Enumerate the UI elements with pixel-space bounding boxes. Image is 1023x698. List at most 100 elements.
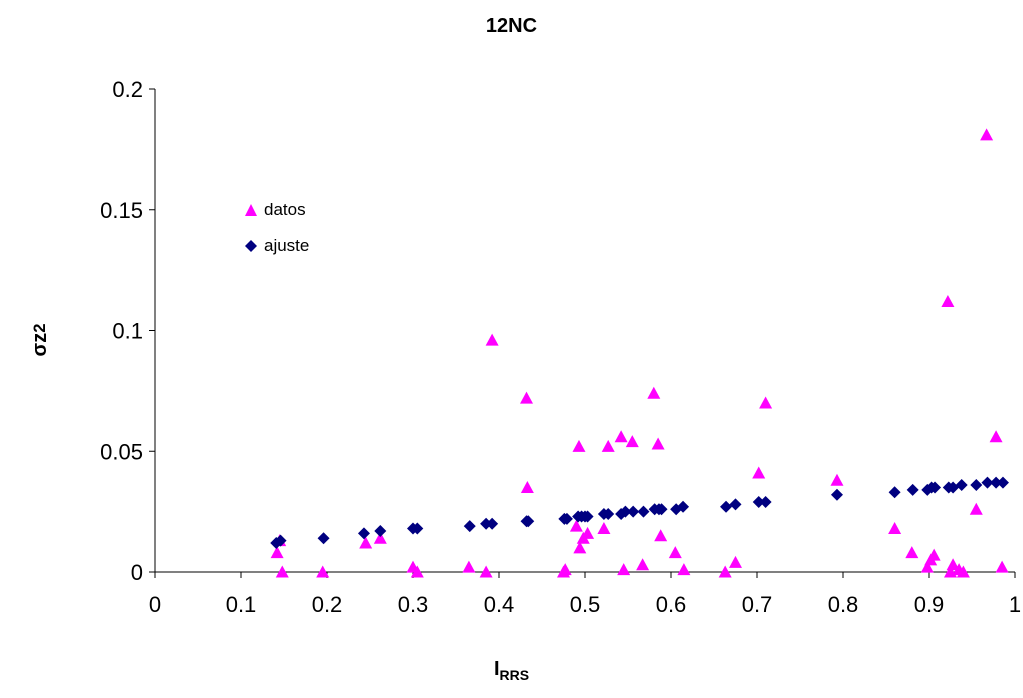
data-point-ajuste — [522, 515, 535, 528]
data-point-ajuste — [996, 476, 1009, 489]
y-tick-label: 0 — [131, 560, 143, 585]
data-point-datos — [520, 480, 534, 493]
data-point-datos — [729, 555, 742, 568]
data-point-ajuste — [317, 532, 330, 545]
chart-title: 12NC — [485, 15, 538, 37]
x-tick-label: 0.7 — [742, 592, 773, 617]
data-point-datos — [462, 560, 476, 573]
y-axis-label: σz 2 — [28, 323, 51, 357]
data-point-ajuste — [560, 512, 573, 525]
x-tick-label: 0.8 — [828, 592, 859, 617]
data-point-datos — [941, 295, 955, 308]
y-tick-label: 0.1 — [112, 319, 143, 344]
x-tick-label: 0 — [149, 592, 161, 617]
data-point-datos — [651, 437, 665, 450]
data-point-datos — [980, 128, 994, 141]
data-points — [270, 128, 1009, 578]
data-point-ajuste — [981, 476, 994, 489]
data-point-datos — [905, 546, 919, 559]
data-point-ajuste — [357, 527, 370, 540]
data-point-datos — [830, 473, 844, 486]
legend-label-datos: datos — [264, 200, 306, 219]
data-point-datos — [316, 565, 330, 578]
data-point-ajuste — [729, 498, 742, 511]
data-point-datos — [573, 541, 587, 554]
data-point-datos — [625, 435, 639, 448]
data-point-ajuste — [411, 522, 424, 535]
legend-item-ajuste: ajuste — [244, 228, 309, 264]
data-point-ajuste — [637, 505, 650, 518]
data-point-ajuste — [990, 476, 1003, 489]
diamond-marker-icon — [245, 240, 257, 252]
x-axis-label: IRRS — [493, 658, 530, 683]
data-point-datos — [920, 560, 934, 573]
y-tick-label: 0.2 — [112, 77, 143, 102]
data-point-datos — [614, 430, 628, 443]
data-point-datos — [759, 396, 773, 409]
data-point-datos — [520, 391, 534, 404]
data-point-datos — [617, 563, 631, 576]
data-point-ajuste — [929, 481, 942, 494]
data-point-ajuste — [655, 503, 668, 516]
data-point-datos — [569, 519, 583, 532]
data-point-ajuste — [627, 505, 640, 518]
data-point-datos — [677, 563, 691, 576]
data-point-datos — [668, 546, 682, 559]
data-point-datos — [479, 565, 493, 578]
data-point-datos — [410, 565, 424, 578]
data-point-ajuste — [274, 534, 287, 547]
data-point-ajuste — [830, 488, 843, 501]
data-point-datos — [969, 502, 983, 515]
data-point-datos — [995, 560, 1009, 573]
data-point-ajuste — [602, 508, 615, 521]
data-point-ajuste — [888, 486, 901, 499]
data-point-datos — [956, 565, 970, 578]
data-point-datos — [275, 565, 289, 578]
data-point-ajuste — [906, 483, 919, 496]
data-point-ajuste — [947, 481, 960, 494]
x-tick-label: 0.1 — [226, 592, 257, 617]
legend-item-datos: datos — [244, 192, 309, 228]
data-point-datos — [485, 333, 499, 346]
data-point-datos — [597, 522, 611, 535]
x-tick-label: 0.2 — [312, 592, 343, 617]
data-point-ajuste — [374, 524, 387, 537]
x-tick-label: 0.4 — [484, 592, 515, 617]
x-tick-label: 0.3 — [398, 592, 429, 617]
x-tick-label: 0.9 — [914, 592, 945, 617]
y-tick-label: 0.05 — [100, 439, 143, 464]
data-point-ajuste — [970, 479, 983, 492]
data-point-datos — [654, 529, 668, 542]
x-tick-label: 0.6 — [656, 592, 687, 617]
data-point-datos — [373, 531, 387, 544]
data-point-ajuste — [581, 510, 594, 523]
data-point-datos — [581, 526, 595, 539]
data-point-ajuste — [486, 517, 499, 530]
data-point-ajuste — [463, 520, 476, 533]
data-point-datos — [601, 439, 615, 452]
triangle-marker-icon — [245, 204, 257, 216]
data-point-ajuste — [752, 495, 765, 508]
data-point-ajuste — [759, 495, 772, 508]
data-point-ajuste — [955, 479, 968, 492]
data-point-ajuste — [677, 500, 690, 513]
data-point-ajuste — [720, 500, 733, 513]
data-point-datos — [270, 546, 284, 559]
axes — [149, 88, 1016, 578]
data-point-datos — [946, 558, 960, 571]
data-point-datos — [888, 522, 902, 535]
tick-labels: 0 0.05 0.1 0.15 0.2 0 0.1 0.2 0.3 0.4 0.5 0.6 0.7 0.8… — [100, 77, 1021, 617]
x-tick-label: 1 — [1009, 592, 1021, 617]
y-tick-label: 0.15 — [100, 198, 143, 223]
data-point-datos — [359, 536, 373, 549]
legend: datos ajuste — [244, 192, 309, 264]
x-tick-label: 0.5 — [570, 592, 601, 617]
data-point-datos — [647, 386, 661, 399]
data-point-datos — [572, 439, 586, 452]
data-point-ajuste — [480, 517, 493, 530]
data-point-datos — [558, 563, 572, 576]
data-point-datos — [718, 565, 732, 578]
data-point-datos — [927, 548, 941, 561]
data-point-datos — [636, 558, 650, 571]
